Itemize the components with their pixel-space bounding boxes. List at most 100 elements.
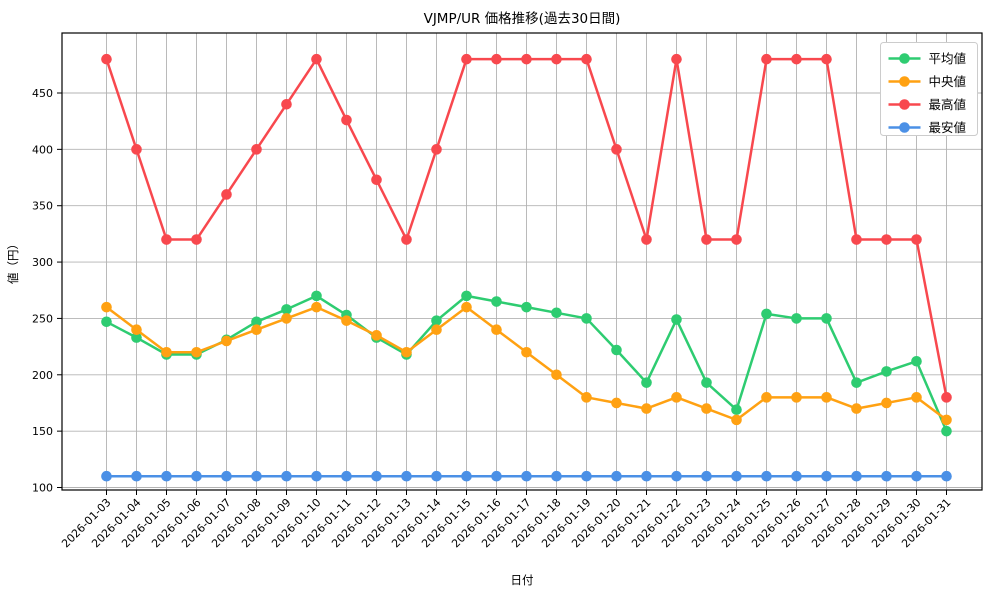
data-point-marker [221,189,232,200]
data-point-marker [671,470,682,482]
data-point-marker [941,425,952,437]
data-point-marker [281,304,292,315]
data-point-marker [641,470,652,482]
data-point-marker [581,392,592,403]
data-point-marker [461,470,472,482]
y-tick-label: 250 [32,312,53,325]
data-point-marker [881,470,892,482]
legend-box [880,42,978,136]
data-point-marker [551,369,562,381]
y-tick-label: 100 [32,482,53,495]
data-point-marker [341,470,352,482]
legend-entry-最高値: 最高値 [929,97,967,112]
series-最安値 [101,470,952,482]
data-point-marker [461,53,472,65]
data-point-marker [131,324,142,336]
data-point-marker [101,301,112,313]
series-lines [101,53,952,482]
data-point-marker [401,470,412,482]
data-point-marker [611,344,622,356]
data-point-marker [611,397,622,409]
data-point-marker [431,324,442,336]
legend-entry-最安値: 最安値 [929,120,967,135]
legend-marker [899,99,910,110]
data-point-marker [881,234,892,245]
series-中央値 [101,301,952,426]
data-point-marker [431,470,442,482]
data-point-marker [311,301,322,313]
data-point-marker [731,470,742,482]
y-tick-label: 150 [32,425,53,438]
y-axis-label: 値（円） [6,238,20,284]
data-point-marker [281,470,292,482]
data-point-marker [161,470,172,482]
data-point-marker [281,313,292,324]
data-point-marker [251,316,262,328]
data-point-marker [821,470,832,482]
data-point-marker [161,346,172,358]
data-point-marker [251,144,262,155]
data-point-marker [791,470,802,482]
data-point-marker [131,332,142,343]
data-point-marker [191,470,202,482]
data-point-marker [461,290,472,302]
legend-entry-中央値: 中央値 [929,74,967,89]
data-point-marker [581,470,592,482]
data-point-marker [521,53,532,65]
data-point-marker [761,53,772,65]
data-point-marker [851,403,862,414]
data-point-marker [851,470,862,482]
data-point-marker [881,366,892,377]
x-axis-label: 日付 [511,573,534,587]
chart-title: VJMP/UR 価格推移(過去30日間) [424,11,621,27]
data-point-marker [911,392,922,403]
data-point-marker [461,301,472,313]
x-axis-ticks: 2026-01-032026-01-042026-01-052026-01-06… [59,490,954,550]
data-point-marker [191,346,202,358]
legend-marker [899,76,910,87]
y-tick-label: 450 [32,87,53,100]
data-point-marker [131,470,142,482]
data-point-marker [941,414,952,426]
data-point-marker [221,470,232,482]
data-point-marker [581,53,592,65]
data-point-marker [371,330,382,341]
data-point-marker [731,414,742,426]
data-point-marker [431,144,442,155]
data-point-marker [701,470,712,482]
data-point-marker [851,377,862,388]
data-point-marker [911,470,922,482]
data-point-marker [191,234,202,245]
data-point-marker [941,470,952,482]
data-point-marker [521,470,532,482]
legend-entry-平均値: 平均値 [929,51,967,66]
data-point-marker [371,174,382,186]
data-point-marker [821,53,832,65]
data-point-marker [401,346,412,358]
data-point-marker [731,404,742,416]
data-point-marker [311,290,322,302]
data-point-marker [311,470,322,482]
data-point-marker [251,324,262,336]
data-point-marker [701,377,712,388]
data-point-marker [761,308,772,320]
data-point-marker [881,397,892,409]
data-point-marker [731,234,742,245]
legend-marker [899,122,910,133]
legend-marker [899,53,910,64]
data-point-marker [911,355,922,367]
data-point-marker [761,392,772,403]
data-point-marker [821,313,832,324]
data-point-marker [521,301,532,313]
data-point-marker [641,234,652,245]
data-point-marker [671,392,682,403]
data-point-marker [281,98,292,110]
y-tick-label: 350 [32,200,53,213]
data-point-marker [221,335,232,347]
data-point-marker [491,296,502,307]
data-point-marker [341,315,352,326]
data-point-marker [131,144,142,155]
